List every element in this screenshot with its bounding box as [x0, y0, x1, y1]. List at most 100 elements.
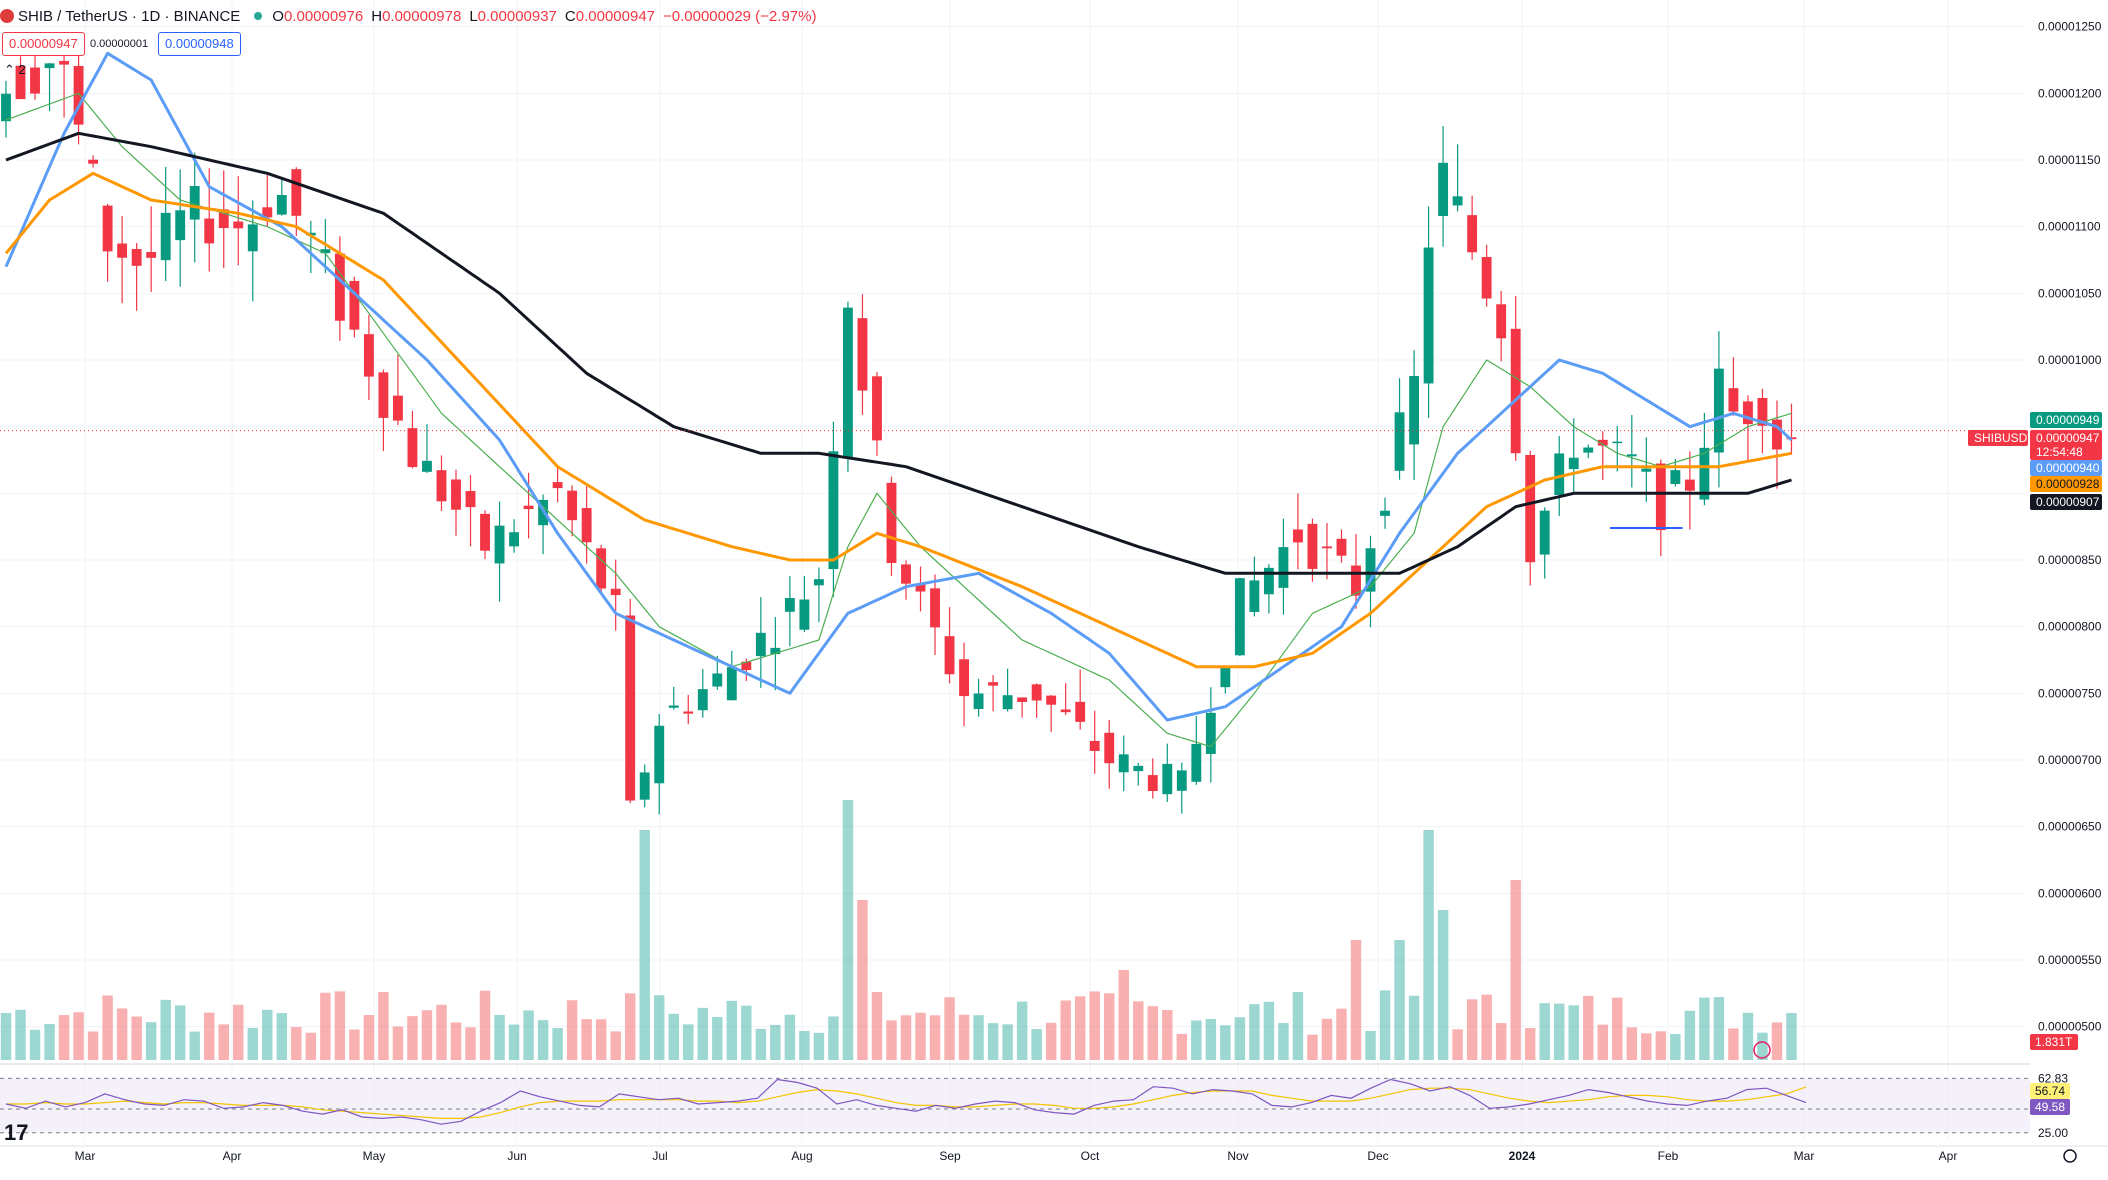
volume-bar — [145, 1022, 157, 1060]
candle-body — [828, 451, 839, 570]
candle-body — [625, 615, 636, 801]
volume-bar — [1626, 1027, 1638, 1060]
low-value: 0.00000937 — [477, 7, 557, 25]
candle-body — [160, 212, 171, 261]
volume-bar — [1205, 1018, 1217, 1060]
volume-bar — [378, 991, 389, 1060]
volume-bar — [552, 1028, 563, 1060]
volume-bar — [828, 1016, 839, 1060]
candle-body — [1046, 695, 1057, 705]
ma-line-3 — [4, 171, 1792, 669]
volume-bar — [262, 1009, 273, 1060]
volume-bar — [1524, 1028, 1536, 1060]
candle-body — [30, 67, 40, 94]
price-tick-label: 0.00000850 — [2038, 553, 2102, 567]
volume-bar — [973, 1015, 984, 1060]
volume-bar — [566, 1000, 578, 1060]
candle-body — [436, 470, 447, 502]
volume-bar — [987, 1023, 999, 1060]
settings-gear-icon[interactable] — [2063, 1149, 2077, 1163]
candle-body — [247, 224, 258, 252]
candle-body — [204, 218, 215, 244]
candle-body — [1394, 412, 1405, 471]
volume-bar — [900, 1015, 912, 1060]
candle-body — [1554, 453, 1565, 496]
candle-body — [1351, 565, 1361, 596]
candle-body — [915, 584, 926, 592]
volume-bar — [15, 1009, 26, 1060]
candle-body — [1568, 457, 1579, 470]
candle-body — [886, 482, 897, 564]
candle-body — [1670, 470, 1681, 485]
volume-bar — [1728, 1028, 1739, 1060]
volume-bar — [1452, 1029, 1463, 1060]
volume-bar — [654, 995, 665, 1060]
volume-bar — [1220, 1025, 1231, 1060]
volume-bar — [73, 1012, 84, 1060]
time-tick-label: Apr — [223, 1149, 242, 1163]
candle-body — [741, 661, 752, 670]
volume-bar — [1713, 997, 1725, 1060]
price-label-bg — [2030, 430, 2102, 446]
volume-bar — [610, 1031, 621, 1060]
tradingview-logo: 17 — [4, 1120, 28, 1145]
market-open-icon — [254, 12, 263, 20]
candle-body — [509, 532, 519, 547]
indicators-toggle[interactable]: ⌃ 2 — [4, 62, 26, 78]
candle-body — [567, 490, 578, 521]
volume-bar — [1147, 1006, 1158, 1060]
rsi-tick-label: 62.83 — [2038, 1071, 2068, 1085]
rsi-ma-line — [6, 1086, 1807, 1120]
volume-bar — [1045, 1022, 1057, 1060]
candle-body — [1031, 684, 1042, 701]
candle-body — [276, 195, 287, 215]
price-tick-label: 0.00000600 — [2038, 886, 2102, 900]
rsi-band — [0, 1078, 2030, 1133]
candle-body — [451, 479, 461, 510]
buy-price-button[interactable]: 0.00000948 — [158, 32, 241, 56]
sell-price-button[interactable]: 0.00000947 — [2, 32, 85, 56]
candle-body — [654, 725, 665, 784]
candle-body — [1307, 523, 1318, 569]
volume-bar — [1350, 940, 1362, 1060]
candle-body — [1583, 447, 1594, 453]
volume-bar — [1510, 880, 1521, 1060]
volume-bar — [465, 1027, 476, 1060]
candle-body — [1626, 454, 1637, 457]
candle-body — [1249, 580, 1260, 612]
candle-body — [1060, 709, 1071, 713]
candle-body — [1104, 732, 1115, 764]
volume-bar — [1162, 1010, 1173, 1060]
candle-body — [494, 525, 505, 564]
volume-bar — [712, 1016, 723, 1060]
candle-body — [813, 579, 824, 586]
volume-bar — [624, 993, 636, 1060]
symbol-header[interactable]: SHIB / TetherUS · 1D · BINANCE O 0.00000… — [0, 4, 824, 28]
candle-body — [1743, 401, 1753, 425]
candle-body — [1641, 468, 1652, 472]
volume-bar — [1786, 1013, 1797, 1060]
price-tick-label: 0.00000700 — [2038, 753, 2102, 767]
time-tick-label: Apr — [1939, 1149, 1958, 1163]
price-label: 0.00000940 — [2036, 461, 2100, 475]
symbol-title[interactable]: SHIB / TetherUS · 1D · BINANCE — [18, 7, 241, 25]
volume-bar — [1089, 991, 1100, 1060]
volume-bar — [247, 1027, 258, 1060]
candle-body — [378, 372, 389, 418]
volume-bar — [1612, 997, 1623, 1060]
candle-body — [668, 705, 679, 708]
candle-body — [1757, 397, 1768, 426]
price-label: 0.00000947 — [2036, 431, 2100, 445]
price-label-bg — [1968, 430, 2028, 446]
rsi-label-bg — [2030, 1099, 2070, 1115]
alert-icon[interactable] — [1753, 1041, 1771, 1059]
volume-bar — [1757, 1032, 1768, 1060]
volume-bar — [1379, 990, 1391, 1060]
volume-bar — [334, 991, 346, 1060]
candle-body — [1118, 754, 1129, 773]
candle-body — [59, 60, 69, 65]
volume-bar — [1554, 1003, 1565, 1060]
volume-bar — [58, 1015, 70, 1060]
volume-bar — [1408, 995, 1420, 1060]
